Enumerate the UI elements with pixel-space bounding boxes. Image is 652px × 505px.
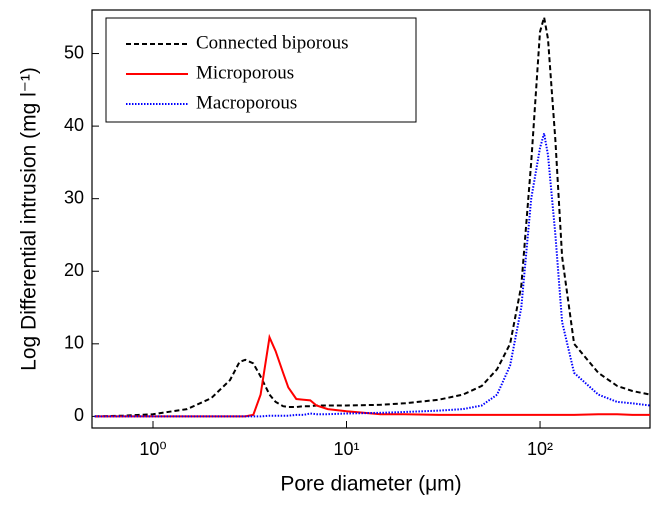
x-tick-label: 10¹ <box>334 439 360 459</box>
x-tick-label: 10² <box>527 439 553 459</box>
y-axis-label: Log Differential intrusion (mg l⁻¹) <box>18 67 41 371</box>
legend-label: Connected biporous <box>196 32 349 53</box>
y-tick-label: 20 <box>64 260 84 280</box>
series-line <box>94 133 651 418</box>
legend-box <box>105 17 417 123</box>
y-tick-label: 50 <box>64 42 84 62</box>
legend-label: Macroporous <box>196 92 297 113</box>
y-tick-label: 30 <box>64 187 84 207</box>
y-tick-label: 40 <box>64 115 84 135</box>
series-line <box>94 17 651 418</box>
x-tick-label: 10⁰ <box>139 439 166 459</box>
y-tick-label: 10 <box>64 333 84 353</box>
legend-label: Microporous <box>196 62 294 83</box>
series-line <box>94 333 650 418</box>
plot-frame <box>91 9 651 429</box>
x-axis-label: Pore diameter (μm) <box>280 473 461 496</box>
y-tick-label: 0 <box>74 405 84 425</box>
